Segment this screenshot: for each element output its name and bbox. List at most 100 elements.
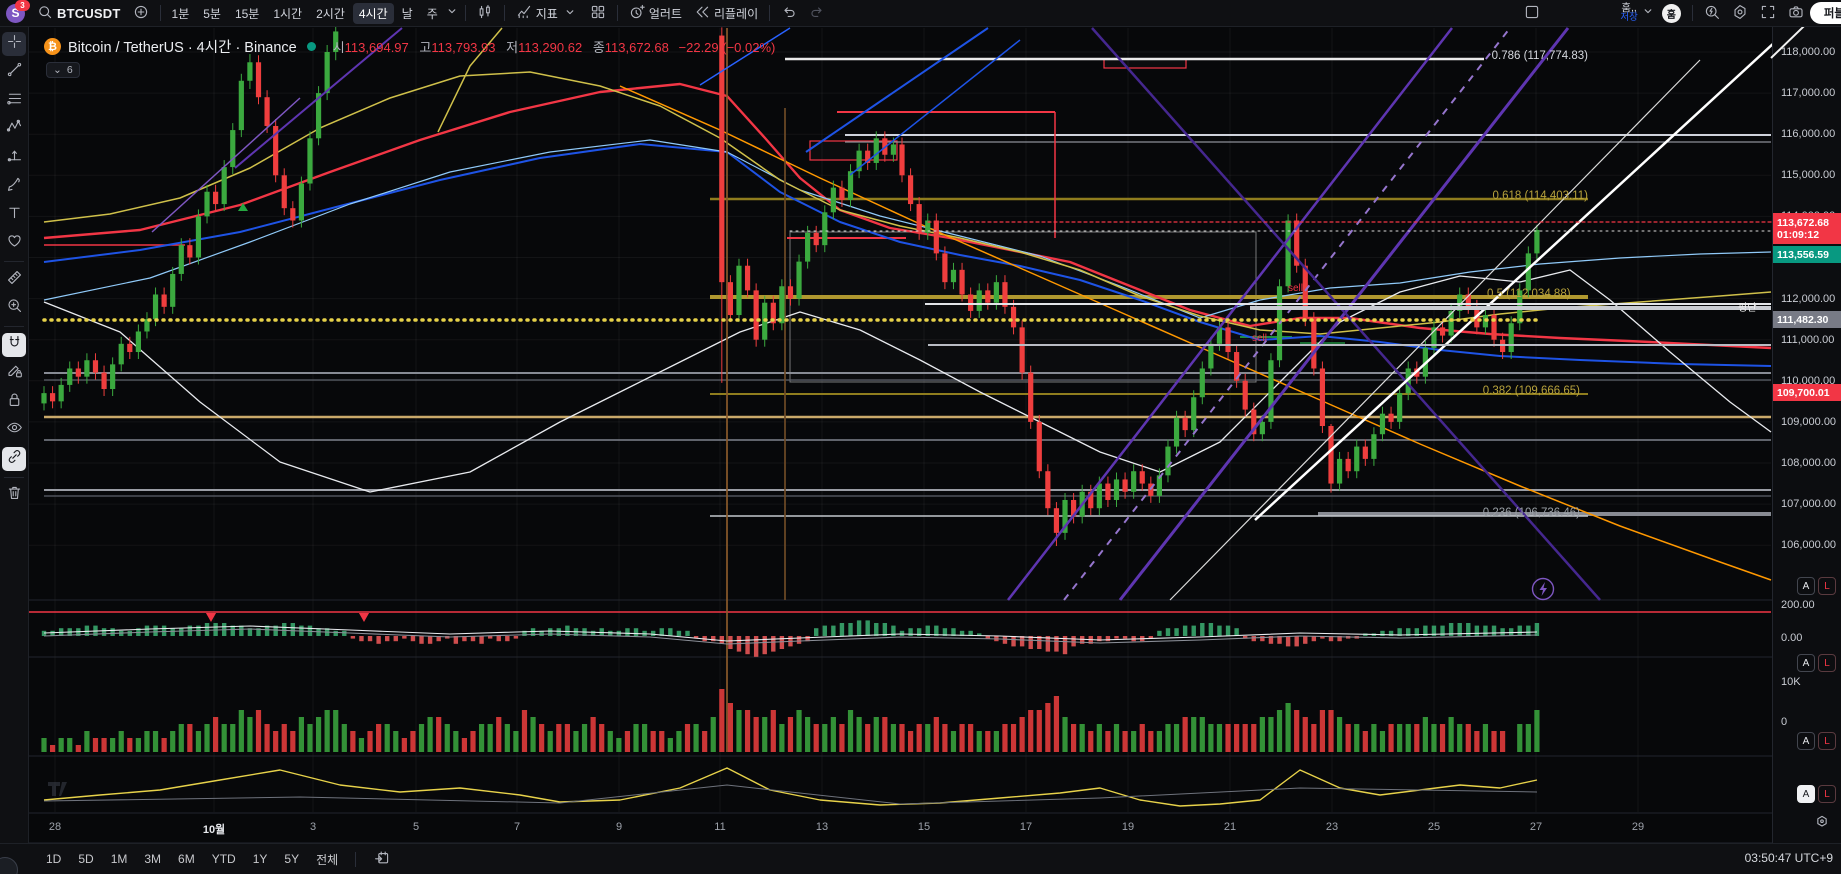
tool-lock[interactable] xyxy=(2,390,26,414)
left-drawing-toolbar xyxy=(0,27,29,874)
range-1M[interactable]: 1M xyxy=(110,852,128,866)
brush-icon xyxy=(6,175,23,197)
chevron-down-icon xyxy=(562,4,578,23)
tool-brush[interactable] xyxy=(2,174,26,198)
price-label: 109,000.00 xyxy=(1781,415,1837,428)
symbol-search-button[interactable]: BTCUSDT xyxy=(31,2,127,25)
save-label: 저장 xyxy=(1620,12,1638,23)
flash-search-icon xyxy=(1704,4,1720,23)
tool-heart[interactable] xyxy=(2,231,26,255)
avatar[interactable]: 훔 xyxy=(1661,3,1681,23)
alert-button[interactable]: 얼러트 xyxy=(623,2,688,25)
select-layout-button[interactable] xyxy=(1518,2,1546,25)
indicators-button[interactable]: 지표 xyxy=(510,2,584,25)
tool-projection[interactable] xyxy=(2,146,26,170)
range-YTD[interactable]: YTD xyxy=(211,852,236,866)
settings-button[interactable] xyxy=(1726,2,1754,25)
range-전체[interactable]: 전체 xyxy=(316,852,339,867)
compare-add-button[interactable] xyxy=(127,2,155,25)
timeframe-2시간[interactable]: 2시간 xyxy=(316,6,345,21)
symbol-title: Bitcoin / TetherUS · 4시간 · Binance xyxy=(68,40,297,56)
screenshot-button[interactable] xyxy=(1782,2,1810,25)
fullscreen-icon xyxy=(1760,4,1776,23)
price-axis[interactable]: 118,000.00 117,000.00 116,000.00 115,000.00… xyxy=(1770,14,1841,843)
clock[interactable]: 03:50:47 UTC+9 xyxy=(1744,851,1833,865)
grid-icon xyxy=(590,4,606,23)
fullscreen-button[interactable] xyxy=(1754,2,1782,25)
tool-trendline[interactable] xyxy=(2,60,26,84)
alarm-clock-icon xyxy=(629,4,645,23)
range-5D[interactable]: 5D xyxy=(78,852,94,866)
time-label: 15 xyxy=(917,821,931,833)
ask-button[interactable]: A xyxy=(1797,732,1815,750)
tool-pencil-lock[interactable] xyxy=(2,361,26,385)
ask-button[interactable]: A xyxy=(1797,577,1815,595)
timeframe-날[interactable]: 날 xyxy=(401,6,413,21)
notification-badge: 3 xyxy=(15,0,30,11)
low-value: 113,290.62 xyxy=(518,40,583,55)
market-status-dot xyxy=(306,42,316,51)
timeframe-4시간[interactable]: 4시간 xyxy=(352,2,394,24)
undo-button[interactable] xyxy=(775,2,803,25)
indicator-templates-button[interactable] xyxy=(584,2,612,25)
ask-button[interactable]: A xyxy=(1797,654,1815,672)
alert-label: 얼러트 xyxy=(648,6,682,21)
candles-icon xyxy=(477,4,493,23)
range-1D[interactable]: 1D xyxy=(46,852,62,866)
price-label: 116,000.00 xyxy=(1781,128,1836,141)
time-label: 17 xyxy=(1019,821,1033,833)
timeframe-1시간[interactable]: 1시간 xyxy=(273,6,303,21)
tool-xabcd[interactable] xyxy=(2,117,26,141)
chevron-down-icon[interactable] xyxy=(444,3,460,24)
tool-text[interactable] xyxy=(2,203,26,227)
goto-date-button[interactable] xyxy=(368,848,396,871)
range-3M[interactable]: 3M xyxy=(144,852,162,866)
tool-eye[interactable] xyxy=(2,418,26,442)
ask-button[interactable]: A xyxy=(1797,785,1815,803)
bitcoin-icon: ₿ xyxy=(44,38,61,55)
time-axis[interactable]: 28 10월 3 5 7 9 11 13 15 17 19 21 23 25 27 29 xyxy=(28,813,1772,843)
pane-scale-label: 0 xyxy=(1781,716,1788,728)
bottom-left-widget[interactable] xyxy=(0,857,18,874)
tool-magnet[interactable] xyxy=(2,332,26,357)
timeframe-1분[interactable]: 1분 xyxy=(171,6,190,21)
plus-circle-icon xyxy=(133,4,149,23)
tool-zoomin[interactable] xyxy=(2,296,26,320)
timeframe-15분[interactable]: 15분 xyxy=(234,6,260,21)
tool-fib[interactable] xyxy=(2,89,26,113)
tool-ruler[interactable] xyxy=(2,268,26,292)
redo-button[interactable] xyxy=(803,2,831,25)
chart-style-button[interactable] xyxy=(471,2,499,25)
pane-settings-button[interactable] xyxy=(1814,814,1832,832)
range-6M[interactable]: 6M xyxy=(178,852,195,866)
app-logo[interactable]: S 3 xyxy=(6,0,30,23)
toolbar-separator xyxy=(464,5,466,21)
quick-search-button[interactable] xyxy=(1698,2,1726,25)
bid-button[interactable]: L xyxy=(1818,732,1836,750)
svg-text:sell: sell xyxy=(1252,333,1267,344)
tool-crosshair[interactable] xyxy=(2,31,26,56)
layout-save-button[interactable]: 훔,, 저장 xyxy=(1620,3,1637,23)
tool-link[interactable] xyxy=(2,446,26,471)
bid-button[interactable]: L xyxy=(1818,577,1836,595)
symbol-legend[interactable]: ₿ Bitcoin / TetherUS · 4시간 · Binance 시11… xyxy=(44,36,775,57)
svg-text:0.786 (117,774.83): 0.786 (117,774.83) xyxy=(1492,50,1589,62)
range-5Y[interactable]: 5Y xyxy=(284,852,300,866)
timeframe-5분[interactable]: 5분 xyxy=(203,6,221,21)
price-badge: 109,700.01 xyxy=(1773,384,1841,401)
indicators-collapse-button[interactable]: ⌄ 6 xyxy=(46,62,80,78)
time-label: 27 xyxy=(1529,821,1543,833)
chevron-down-icon[interactable] xyxy=(1640,3,1656,24)
tool-trash[interactable] xyxy=(2,483,26,507)
bid-button[interactable]: L xyxy=(1818,654,1836,672)
timeframe-주[interactable]: 주 xyxy=(426,6,438,21)
replay-button[interactable]: 리플레이 xyxy=(688,2,764,25)
publish-button[interactable]: 퍼블 xyxy=(1809,2,1841,24)
bid-button[interactable]: L xyxy=(1818,785,1836,803)
range-1Y[interactable]: 1Y xyxy=(252,852,268,866)
price-label: 108,000.00 xyxy=(1781,457,1837,469)
high-value: 113,793.93 xyxy=(431,40,496,55)
